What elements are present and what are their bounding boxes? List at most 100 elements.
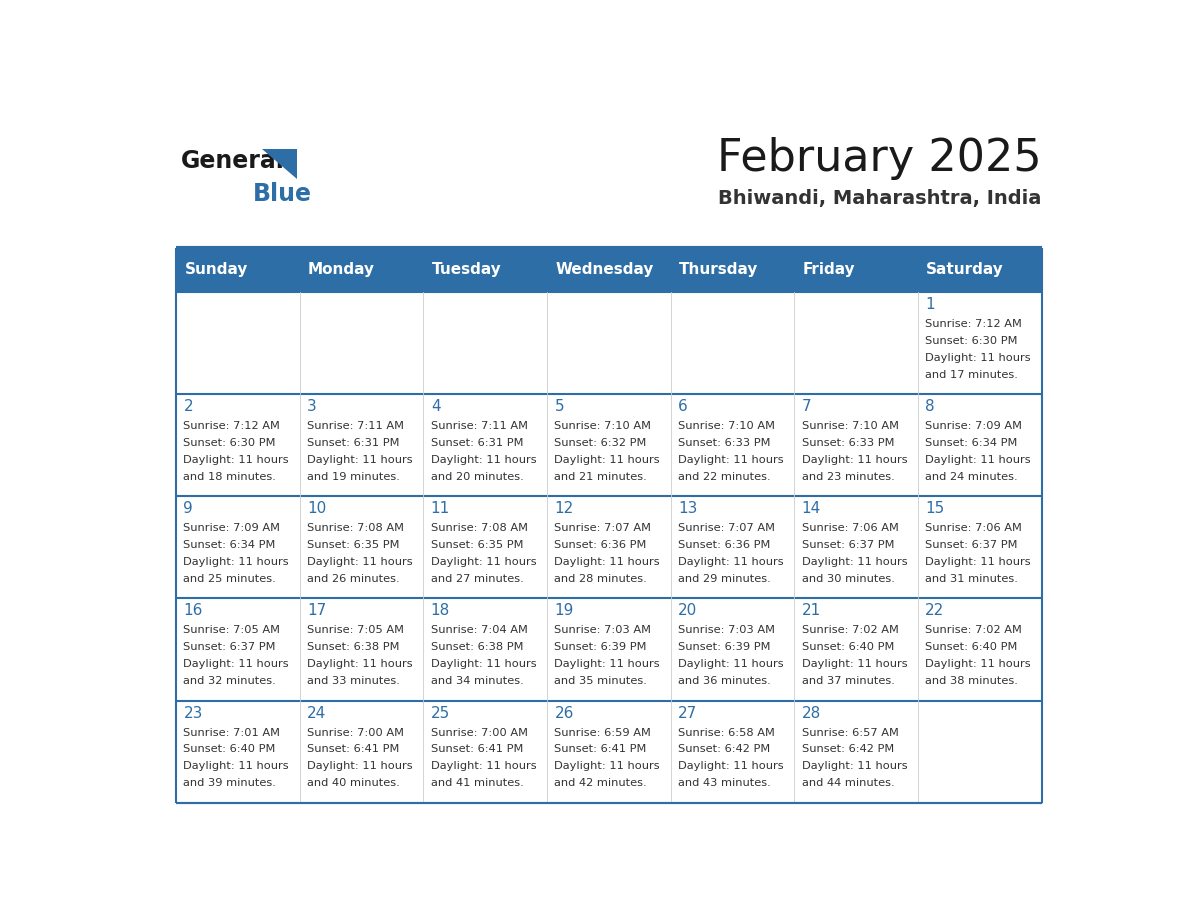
Bar (546, 292, 671, 394)
Text: and 34 minutes.: and 34 minutes. (431, 677, 524, 687)
Text: Sunset: 6:32 PM: Sunset: 6:32 PM (555, 438, 646, 448)
Text: 1: 1 (925, 297, 935, 312)
Text: Sunset: 6:37 PM: Sunset: 6:37 PM (925, 540, 1018, 550)
Bar (671, 394, 795, 497)
Bar (671, 248, 795, 292)
Text: Sunset: 6:30 PM: Sunset: 6:30 PM (925, 336, 1018, 346)
Text: 28: 28 (802, 706, 821, 721)
Text: Saturday: Saturday (927, 263, 1004, 277)
Text: Sunrise: 7:05 AM: Sunrise: 7:05 AM (183, 625, 280, 635)
Text: 25: 25 (431, 706, 450, 721)
Text: Wednesday: Wednesday (555, 263, 653, 277)
Text: and 26 minutes.: and 26 minutes. (308, 574, 399, 584)
Text: 18: 18 (431, 603, 450, 619)
Text: Daylight: 11 hours: Daylight: 11 hours (555, 454, 661, 465)
Text: 15: 15 (925, 501, 944, 516)
Text: Daylight: 11 hours: Daylight: 11 hours (678, 454, 784, 465)
Bar (918, 497, 1042, 599)
Text: Daylight: 11 hours: Daylight: 11 hours (431, 454, 537, 465)
Text: Sunset: 6:40 PM: Sunset: 6:40 PM (183, 744, 276, 755)
Text: 9: 9 (183, 501, 194, 516)
Text: and 44 minutes.: and 44 minutes. (802, 778, 895, 789)
Bar (795, 497, 918, 599)
Text: Sunset: 6:38 PM: Sunset: 6:38 PM (431, 643, 523, 653)
Text: and 22 minutes.: and 22 minutes. (678, 472, 771, 482)
Text: 17: 17 (308, 603, 327, 619)
Text: Daylight: 11 hours: Daylight: 11 hours (555, 761, 661, 771)
Text: 11: 11 (431, 501, 450, 516)
Text: Sunset: 6:30 PM: Sunset: 6:30 PM (183, 438, 276, 448)
Text: 24: 24 (308, 706, 327, 721)
Text: Sunrise: 7:10 AM: Sunrise: 7:10 AM (555, 420, 651, 431)
Text: Daylight: 11 hours: Daylight: 11 hours (308, 761, 412, 771)
Text: and 43 minutes.: and 43 minutes. (678, 778, 771, 789)
Text: Monday: Monday (308, 263, 375, 277)
Text: 5: 5 (555, 399, 564, 414)
Bar (671, 599, 795, 700)
Text: and 33 minutes.: and 33 minutes. (308, 677, 400, 687)
Text: Sunset: 6:41 PM: Sunset: 6:41 PM (308, 744, 399, 755)
Text: and 29 minutes.: and 29 minutes. (678, 574, 771, 584)
Text: Sunset: 6:40 PM: Sunset: 6:40 PM (925, 643, 1018, 653)
Text: and 39 minutes.: and 39 minutes. (183, 778, 277, 789)
Text: Daylight: 11 hours: Daylight: 11 hours (308, 454, 412, 465)
Bar (176, 700, 299, 803)
Bar (176, 497, 299, 599)
Polygon shape (261, 149, 297, 179)
Text: Sunset: 6:41 PM: Sunset: 6:41 PM (431, 744, 523, 755)
Text: Sunrise: 6:57 AM: Sunrise: 6:57 AM (802, 728, 898, 737)
Text: 10: 10 (308, 501, 327, 516)
Bar (423, 394, 546, 497)
Bar (423, 292, 546, 394)
Text: Sunrise: 7:11 AM: Sunrise: 7:11 AM (431, 420, 527, 431)
Text: Blue: Blue (253, 183, 311, 207)
Text: Sunrise: 7:05 AM: Sunrise: 7:05 AM (308, 625, 404, 635)
Text: 12: 12 (555, 501, 574, 516)
Text: Daylight: 11 hours: Daylight: 11 hours (678, 557, 784, 567)
Text: Sunset: 6:42 PM: Sunset: 6:42 PM (802, 744, 893, 755)
Text: Sunset: 6:35 PM: Sunset: 6:35 PM (308, 540, 399, 550)
Text: Thursday: Thursday (680, 263, 758, 277)
Bar (299, 292, 423, 394)
Text: Sunset: 6:39 PM: Sunset: 6:39 PM (555, 643, 647, 653)
Text: Sunday: Sunday (184, 263, 248, 277)
Text: Sunset: 6:31 PM: Sunset: 6:31 PM (308, 438, 399, 448)
Bar (546, 248, 671, 292)
Text: Sunrise: 7:10 AM: Sunrise: 7:10 AM (802, 420, 898, 431)
Text: Daylight: 11 hours: Daylight: 11 hours (555, 557, 661, 567)
Text: Daylight: 11 hours: Daylight: 11 hours (308, 557, 412, 567)
Text: Daylight: 11 hours: Daylight: 11 hours (183, 761, 289, 771)
Bar (423, 248, 546, 292)
Text: Sunrise: 7:08 AM: Sunrise: 7:08 AM (431, 523, 527, 533)
Bar (423, 497, 546, 599)
Text: Daylight: 11 hours: Daylight: 11 hours (802, 557, 908, 567)
Text: Daylight: 11 hours: Daylight: 11 hours (308, 659, 412, 669)
Text: 14: 14 (802, 501, 821, 516)
Text: Sunrise: 7:11 AM: Sunrise: 7:11 AM (308, 420, 404, 431)
Text: Sunrise: 7:06 AM: Sunrise: 7:06 AM (925, 523, 1022, 533)
Text: Sunset: 6:42 PM: Sunset: 6:42 PM (678, 744, 770, 755)
Text: 20: 20 (678, 603, 697, 619)
Text: Daylight: 11 hours: Daylight: 11 hours (555, 659, 661, 669)
Text: Daylight: 11 hours: Daylight: 11 hours (802, 761, 908, 771)
Text: Daylight: 11 hours: Daylight: 11 hours (925, 454, 1031, 465)
Text: 16: 16 (183, 603, 203, 619)
Text: Sunset: 6:36 PM: Sunset: 6:36 PM (678, 540, 770, 550)
Text: Sunset: 6:36 PM: Sunset: 6:36 PM (555, 540, 646, 550)
Text: Daylight: 11 hours: Daylight: 11 hours (183, 557, 289, 567)
Text: Sunrise: 7:10 AM: Sunrise: 7:10 AM (678, 420, 775, 431)
Text: and 42 minutes.: and 42 minutes. (555, 778, 647, 789)
Text: Daylight: 11 hours: Daylight: 11 hours (431, 557, 537, 567)
Bar (423, 599, 546, 700)
Bar (918, 394, 1042, 497)
Text: and 40 minutes.: and 40 minutes. (308, 778, 400, 789)
Text: and 41 minutes.: and 41 minutes. (431, 778, 524, 789)
Text: and 17 minutes.: and 17 minutes. (925, 370, 1018, 379)
Text: 22: 22 (925, 603, 944, 619)
Text: and 24 minutes.: and 24 minutes. (925, 472, 1018, 482)
Text: Sunset: 6:34 PM: Sunset: 6:34 PM (183, 540, 276, 550)
Text: and 18 minutes.: and 18 minutes. (183, 472, 277, 482)
Text: 23: 23 (183, 706, 203, 721)
Text: and 31 minutes.: and 31 minutes. (925, 574, 1018, 584)
Bar (176, 292, 299, 394)
